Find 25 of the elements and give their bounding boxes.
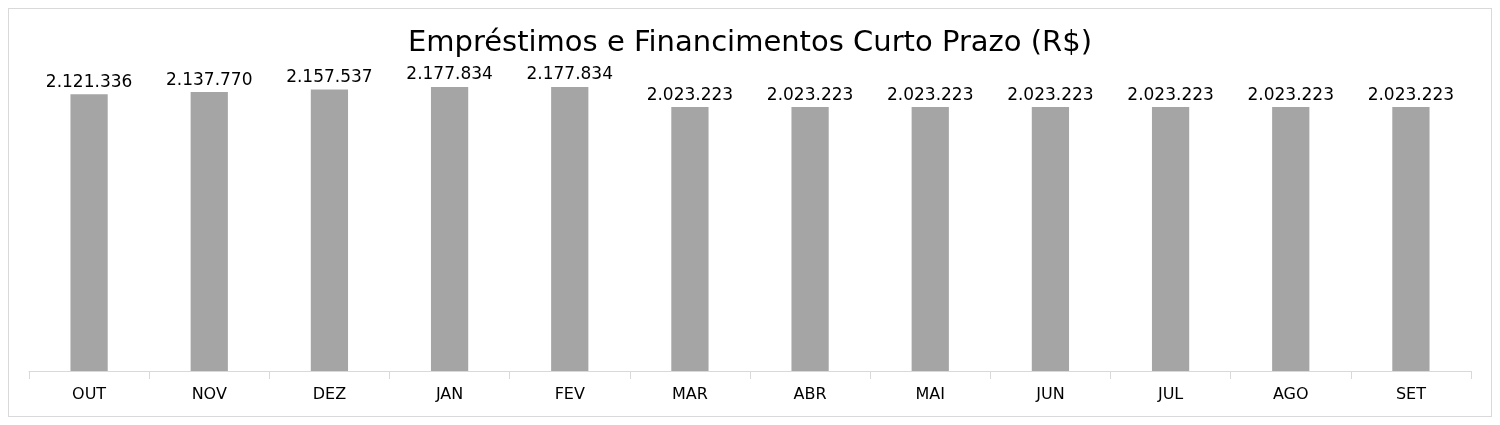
data-label: 2.023.223 [1007, 83, 1094, 104]
x-tick-label: AGO [1272, 383, 1309, 403]
x-tick-label: FEV [554, 383, 585, 403]
x-tick-label: ABR [793, 383, 827, 403]
data-label: 2.023.223 [886, 83, 974, 104]
data-label: 2.177.834 [406, 63, 493, 84]
x-tick-label: JUN [1035, 383, 1065, 403]
chart-title: Empréstimos e Financimentos Curto Prazo (R$) [407, 23, 1093, 58]
data-label: 2.121.336 [45, 70, 133, 91]
x-tick-label: JAN [434, 383, 464, 403]
data-label: 2.177.834 [526, 63, 614, 84]
x-tick-label: DEZ [312, 383, 347, 403]
data-label: 2.023.223 [1127, 83, 1214, 104]
data-label: 2.023.223 [1367, 83, 1455, 104]
x-tick-label: NOV [191, 383, 227, 403]
data-label: 2.137.770 [165, 68, 253, 89]
data-label: 2.023.223 [646, 83, 734, 104]
x-tick-label: MAR [671, 383, 708, 403]
x-tick-label: MAI [915, 383, 945, 403]
x-tick-label: OUT [72, 383, 107, 403]
x-tick-label: SET [1395, 383, 1427, 403]
data-label: 2.023.223 [1247, 83, 1335, 104]
data-label: 2.023.223 [766, 83, 854, 104]
data-label: 2.157.537 [286, 66, 373, 87]
x-tick-label: JUL [1156, 383, 1184, 403]
